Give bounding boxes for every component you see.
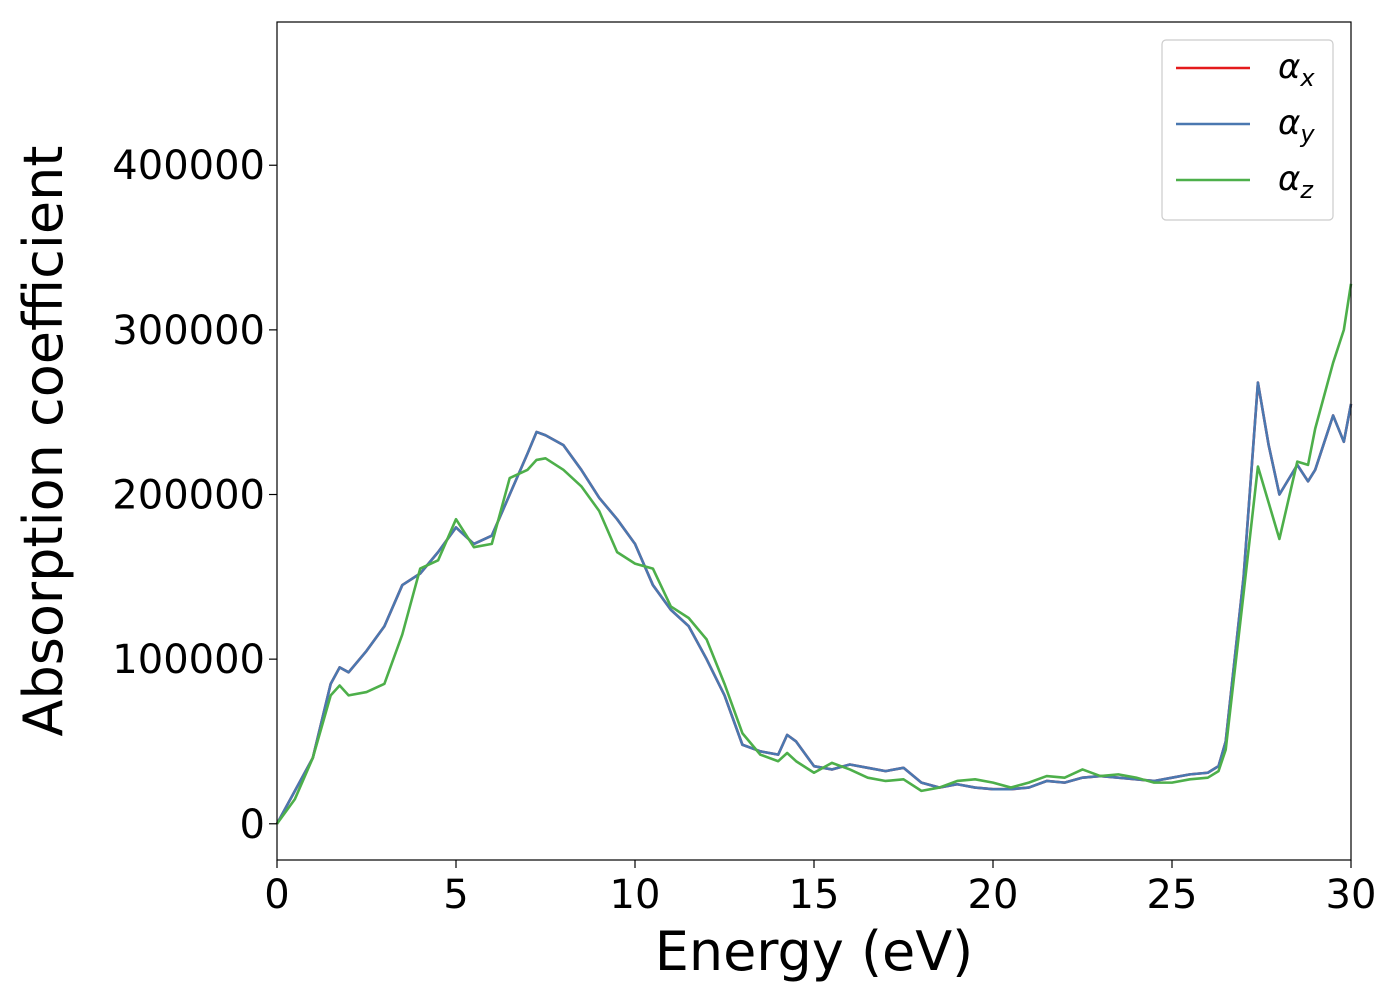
data-line — [275, 381, 1353, 825]
x-tick-label: 25 — [1147, 872, 1198, 918]
plot-lines — [275, 283, 1353, 825]
data-line — [275, 283, 1353, 825]
y-axis-label: Absorption coefficient — [12, 146, 75, 737]
y-tick-label: 200000 — [112, 473, 265, 519]
y-tick-label: 100000 — [112, 637, 265, 683]
legend-box — [1161, 39, 1334, 221]
y-tick-label: 300000 — [112, 308, 265, 354]
x-tick-label: 20 — [968, 872, 1019, 918]
legend: αx αy αz — [1161, 39, 1334, 221]
y-tick-label: 400000 — [112, 143, 265, 189]
x-tick-label: 5 — [443, 872, 468, 918]
legend-label: αy — [1278, 103, 1315, 148]
x-tick-label: 10 — [610, 872, 661, 918]
legend-label: αx — [1278, 47, 1315, 92]
legend-label: αz — [1278, 159, 1314, 204]
x-tick-label: 15 — [789, 872, 840, 918]
x-tick-label: 0 — [264, 872, 289, 918]
x-axis-label: Energy (eV) — [655, 920, 974, 983]
y-tick-label: 0 — [240, 802, 265, 848]
x-tick-label: 30 — [1326, 872, 1377, 918]
data-line — [275, 381, 1353, 825]
